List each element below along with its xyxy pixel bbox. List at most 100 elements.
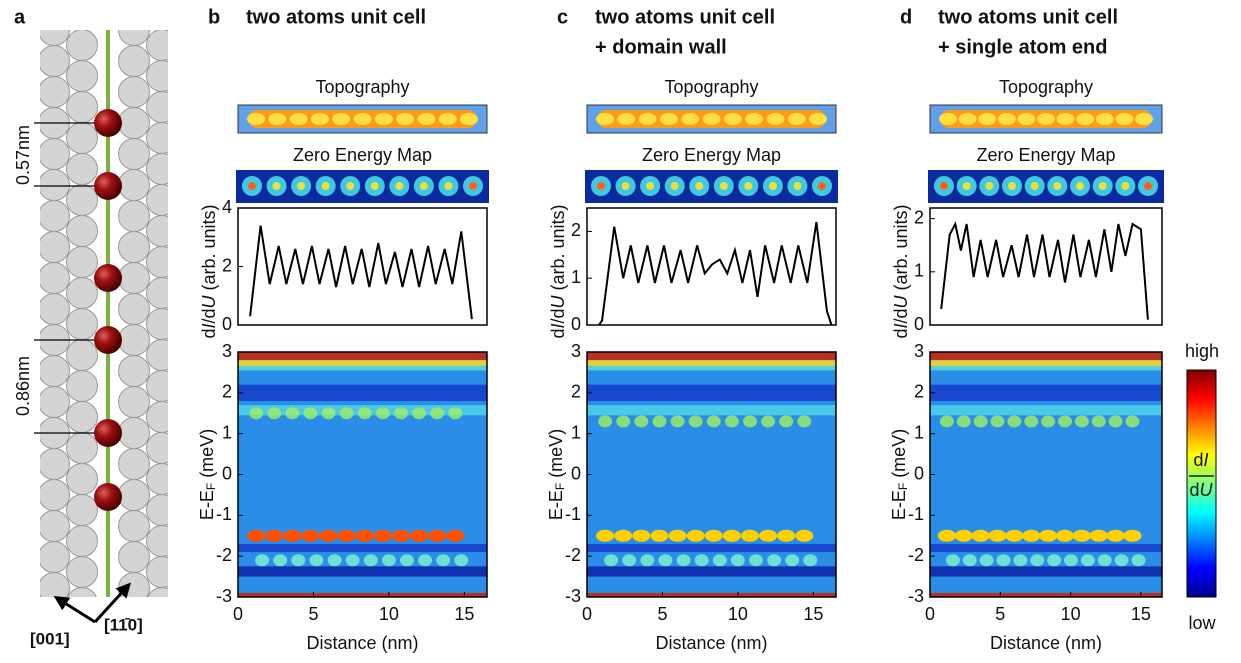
heatmap-band [587, 384, 836, 401]
topography-blob [1135, 113, 1153, 125]
panel-title: + single atom end [938, 36, 1107, 58]
substrate-atom [66, 30, 98, 61]
substrate-atom [146, 277, 168, 309]
topography-blob [374, 113, 393, 125]
heatmap-band [930, 566, 1162, 577]
map-label: Zero Energy Map [642, 145, 781, 165]
substrate-atom [40, 45, 70, 77]
zero-map-core [1144, 182, 1152, 190]
substrate-atom [146, 60, 168, 92]
heatmap-blob [988, 529, 1007, 542]
topography-blob [939, 113, 957, 125]
heatmap-blob [355, 529, 374, 542]
y-tick-label: -2 [565, 545, 581, 565]
substrate-atom [146, 122, 168, 154]
heatmap-blob [1072, 529, 1091, 542]
text-part: U [891, 294, 911, 308]
y-tick-label: -1 [565, 504, 581, 524]
text-part: I [548, 324, 568, 329]
heatmap-blob [1013, 554, 1028, 567]
heatmap-blob [265, 529, 284, 542]
heatmap-blob [339, 407, 354, 420]
heatmap-blob [1125, 415, 1140, 428]
text-part: d [199, 329, 219, 339]
heatmap-blob [1108, 415, 1123, 428]
substrate-atom [66, 370, 98, 402]
topography-blob [289, 113, 308, 125]
zero-map-core [1008, 182, 1016, 190]
substrate-atom [118, 200, 150, 232]
x-tick-label: 0 [582, 604, 592, 624]
substrate-atom [146, 494, 168, 526]
y-tick-label: 2 [222, 382, 232, 402]
zero-map-core [695, 182, 704, 190]
heatmap-blob [428, 529, 447, 542]
y-tick-label: 1 [914, 422, 924, 442]
substrate-atom [118, 448, 150, 480]
heatmap-blob [1063, 554, 1078, 567]
zero-map-core [1076, 182, 1084, 190]
heatmap-blob [285, 407, 300, 420]
heatmap-blob [430, 407, 445, 420]
heatmap-blob [1097, 554, 1112, 567]
heatmap-band [587, 405, 836, 416]
substrate-atom [40, 355, 70, 387]
colorbar-high: high [1185, 341, 1219, 361]
substrate-atom [66, 246, 98, 278]
panel-label: c [557, 6, 568, 28]
x-tick-label: 0 [925, 604, 935, 624]
heatmap-band [930, 366, 1162, 371]
heatmap-blob [410, 529, 429, 542]
panel-label: a [14, 6, 26, 28]
substrate-atom [146, 370, 168, 402]
heatmap-blob [301, 529, 320, 542]
substrate-atom [118, 45, 150, 77]
heatmap-band [238, 352, 487, 361]
text-part: d [891, 329, 911, 339]
y-tick-label: 2 [222, 255, 232, 275]
topography-blob [596, 113, 614, 125]
heatmap-blob [418, 554, 433, 567]
heatmap-band [238, 543, 487, 553]
heatmap-band [930, 543, 1162, 553]
substrate-atom [66, 153, 98, 185]
plot-frame [237, 207, 488, 326]
zero-map-core [395, 182, 404, 190]
y-axis-label: dI/dU (arb. units) [199, 204, 219, 338]
heatmap-blob [1089, 529, 1108, 542]
substrate-atom [67, 0, 98, 30]
heatmap-blob [319, 529, 338, 542]
heatmap-band [587, 352, 836, 361]
y-tick-label: 3 [222, 341, 232, 361]
substrate-atom [40, 479, 70, 511]
heatmap-band [238, 566, 487, 577]
substrate-atom [40, 541, 70, 573]
text-part: d [548, 329, 568, 339]
heatmap-blob [797, 415, 812, 428]
heatmap-blob [956, 415, 971, 428]
adatom [94, 264, 122, 292]
heatmap-blob [283, 529, 302, 542]
y-tick-label: -2 [908, 545, 924, 565]
heatmap-blob [704, 529, 723, 542]
topography-blob [1095, 113, 1114, 125]
zero-map-core [940, 182, 948, 190]
zero-map-core [621, 182, 630, 190]
substrate-atom [66, 494, 98, 526]
spacing-label: 0.57nm [13, 125, 33, 185]
substrate-atom [147, 0, 178, 30]
heatmap-blob [777, 529, 796, 542]
topography-blob [997, 113, 1016, 125]
substrate-atom [118, 572, 150, 597]
heatmap-blob [249, 407, 264, 420]
topography-blob [1037, 113, 1055, 125]
heatmap-blob [303, 407, 318, 420]
topography-blob [702, 113, 721, 125]
heatmap-band [238, 592, 487, 597]
y-tick-label: 0 [571, 463, 581, 483]
substrate-atom [66, 184, 98, 216]
text-part: U [548, 294, 568, 308]
x-axis-label: Distance (nm) [306, 633, 418, 653]
heatmap-blob [1091, 415, 1106, 428]
substrate-atom [66, 277, 98, 309]
